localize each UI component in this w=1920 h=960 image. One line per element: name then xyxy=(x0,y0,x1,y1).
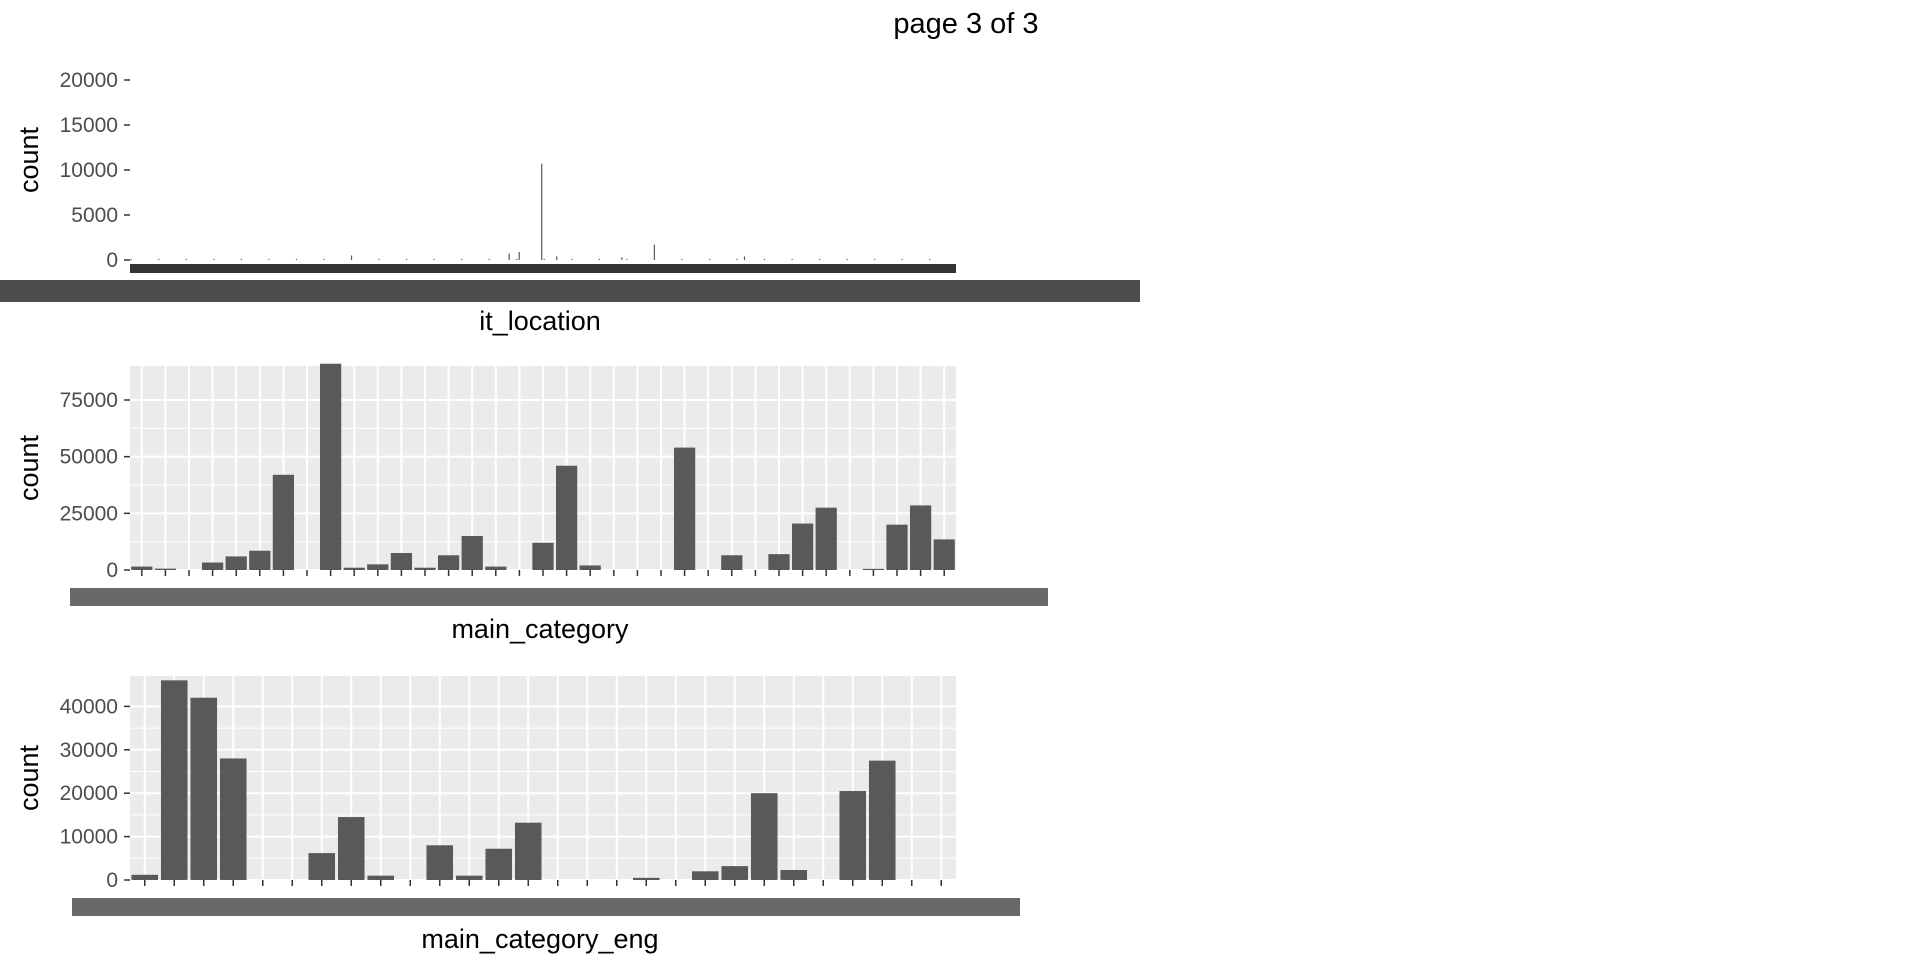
bar xyxy=(721,866,749,880)
bar xyxy=(131,566,153,570)
y-tick-label: 20000 xyxy=(60,782,118,805)
chart-3-xlabel: main_category_eng xyxy=(421,924,658,954)
bar xyxy=(532,542,554,570)
y-tick-label: 10000 xyxy=(60,159,118,182)
bar xyxy=(933,539,955,570)
y-tick-label: 25000 xyxy=(60,502,118,525)
bar xyxy=(160,680,188,880)
chart-2-ylabel: count xyxy=(14,434,44,501)
chart-2: 0 25000 50000 75000 main_category count xyxy=(14,363,1048,644)
bar xyxy=(791,523,814,570)
bar xyxy=(337,817,365,880)
bar xyxy=(579,565,601,570)
x-tick-labels-overlap xyxy=(72,898,1020,916)
bar xyxy=(455,875,483,880)
bar xyxy=(514,822,542,880)
chart-3-ylabel: count xyxy=(14,744,44,811)
bar xyxy=(485,566,507,570)
bar xyxy=(461,536,483,570)
y-tick-label: 20000 xyxy=(60,69,118,92)
y-tick-label: 50000 xyxy=(60,446,118,469)
chart-1-xlabel: it_location xyxy=(479,306,601,336)
y-tick-label: 10000 xyxy=(60,826,118,849)
bar xyxy=(862,568,885,570)
x-tick-labels-overlap xyxy=(70,588,1048,606)
bar xyxy=(839,791,867,880)
y-tick-label: 0 xyxy=(106,869,118,892)
y-tick-label: 15000 xyxy=(60,114,118,137)
y-tick-label: 75000 xyxy=(60,389,118,412)
bar xyxy=(367,564,389,570)
bar xyxy=(190,697,218,880)
panel-background xyxy=(130,676,956,880)
bar xyxy=(437,555,460,570)
bar xyxy=(815,507,837,570)
bar xyxy=(886,524,908,570)
bar xyxy=(154,568,177,570)
chart-1: 0 5000 10000 15000 20000 it_location count xyxy=(0,69,1140,336)
bar xyxy=(673,447,696,570)
x-tick-labels-overlap xyxy=(0,280,1140,302)
bar xyxy=(750,793,778,880)
x-tick-band xyxy=(130,264,956,273)
y-tick-label: 0 xyxy=(106,559,118,582)
bar xyxy=(390,553,413,570)
bar xyxy=(768,554,790,570)
bar xyxy=(721,555,743,570)
bar xyxy=(426,845,454,880)
y-tick-label: 5000 xyxy=(71,204,118,227)
bar xyxy=(201,562,224,570)
bar xyxy=(249,550,271,570)
chart-1-ylabel: count xyxy=(14,126,44,193)
bar xyxy=(343,567,365,570)
bar xyxy=(868,760,896,880)
y-tick-label: 30000 xyxy=(60,739,118,762)
y-tick-label: 0 xyxy=(106,249,118,272)
chart-2-xlabel: main_category xyxy=(451,614,629,644)
bar xyxy=(225,556,247,570)
bar xyxy=(909,505,932,570)
bar xyxy=(691,871,719,880)
bar xyxy=(272,474,295,570)
bar xyxy=(780,870,808,880)
bar xyxy=(319,363,342,570)
bar xyxy=(308,853,336,880)
y-tick-label: 40000 xyxy=(60,695,118,718)
bar xyxy=(414,567,436,570)
bar xyxy=(219,758,247,880)
bar xyxy=(555,465,578,570)
page-title: page 3 of 3 xyxy=(893,8,1038,40)
bar xyxy=(632,877,660,880)
bar xyxy=(131,874,159,880)
bar xyxy=(485,848,513,880)
bar xyxy=(367,875,395,880)
